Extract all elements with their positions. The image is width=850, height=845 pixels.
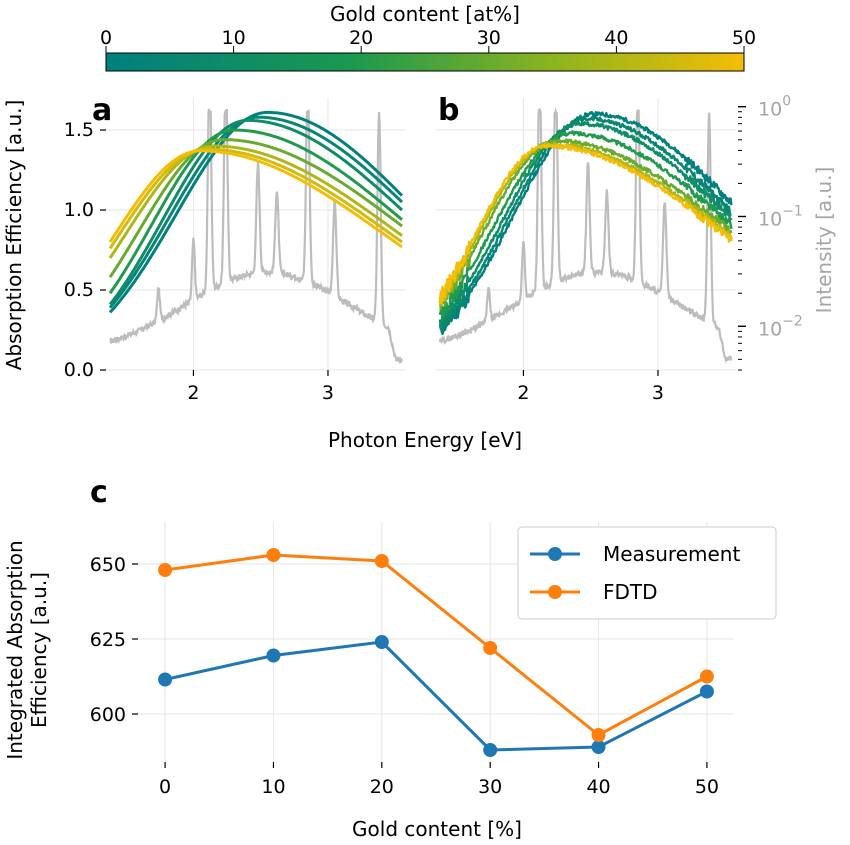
panel-b-right-tick-label: 100 (758, 94, 791, 121)
panel-c-ytick-label: 625 (90, 629, 126, 651)
data-point-measurement (591, 740, 606, 754)
panel-b-curve (438, 111, 733, 336)
panel-a-curves (108, 110, 404, 314)
tick-base: 10 (758, 208, 782, 230)
tick-base: 10 (758, 99, 782, 121)
panel-b-scattering-spectrum (438, 107, 733, 364)
tick-base: 10 (758, 318, 782, 340)
panel-a-curve (108, 115, 404, 309)
panel-a-curve (108, 144, 403, 259)
panel-b-letter: b (438, 93, 459, 128)
panel-a-grid (106, 98, 406, 371)
colorbar-tick-label: 10 (222, 27, 246, 49)
panel-c-series (158, 548, 714, 757)
panel-b-curve (438, 143, 733, 305)
panel-b-grid (436, 98, 736, 371)
panel-a-ytick-label: 1.5 (64, 119, 94, 141)
series-line-measurement (164, 640, 708, 752)
panel-a-curve (108, 147, 403, 250)
colorbar-tick-label: 50 (732, 27, 756, 49)
colorbar-tick-label: 0 (100, 27, 112, 49)
panel-a-curve (108, 149, 403, 249)
colorbar-tick-label: 40 (604, 27, 628, 49)
colorbar-label: Gold content [at%] (330, 2, 520, 26)
panel-b-curves (438, 111, 733, 336)
legend-measurement-marker (548, 547, 562, 561)
panel-c-axes: 0 10 20 30 40 50 600 625 650 (90, 554, 719, 798)
panel-a-xtick-label: 2 (187, 382, 199, 404)
panel-c-ylabel-line1: Integrated Absorption (3, 540, 27, 759)
legend-fdtd-label: FDTD (603, 580, 658, 604)
panel-c-x-axis-label: Gold content [%] (352, 817, 522, 841)
panel-c-xtick-label: 40 (586, 776, 610, 798)
colorbar-tick-label: 30 (477, 27, 501, 49)
colorbar-tick-label: 20 (349, 27, 373, 49)
panel-b-curve (438, 120, 733, 331)
panel-a-curve (108, 138, 403, 279)
panel-c-letter: c (90, 475, 108, 510)
panel-c-xtick-label: 0 (159, 776, 171, 798)
data-point-measurement (483, 743, 498, 757)
right-y-axis-label: Intensity [a.u.] (812, 167, 836, 314)
panel-a-axes: 2 3 0.0 0.5 1.0 1.5 (64, 119, 334, 404)
panel-a-curve (108, 110, 404, 314)
panel-b-curve (438, 130, 733, 318)
data-point-fdtd (374, 554, 389, 568)
panel-c-xtick-label: 30 (478, 776, 502, 798)
panel-a-curve (108, 118, 403, 306)
data-point-fdtd (158, 563, 173, 577)
panel-c-ytick-label: 600 (90, 704, 126, 726)
data-point-fdtd (591, 728, 606, 742)
panel-c: c 0 10 20 30 40 50 600 625 650 Integrated Absorp… (3, 475, 777, 841)
legend: Measurement FDTD (517, 526, 777, 620)
panel-b-curve (438, 138, 733, 311)
data-point-measurement (266, 648, 281, 663)
panel-c-ytick-label: 650 (90, 554, 126, 576)
series-line-fdtd (164, 553, 708, 737)
colorbar-bar (105, 52, 745, 72)
colorbar: Gold content [at%] 0 10 20 30 40 50 (100, 2, 756, 72)
panel-c-xtick-label: 20 (370, 776, 394, 798)
data-point-fdtd (699, 669, 714, 684)
legend-box (517, 526, 777, 620)
tick-exponent: 0 (782, 94, 791, 110)
panel-a-ytick-label: 0.0 (64, 359, 94, 381)
x-axis-label-top: Photon Energy [eV] (328, 428, 522, 452)
tick-exponent: −2 (782, 313, 803, 329)
panel-b-curve (439, 116, 732, 333)
panel-c-ylabel-line2: Efficiency [a.u.] (27, 572, 51, 728)
legend-fdtd-marker (548, 585, 562, 599)
panel-a-letter: a (92, 93, 112, 128)
panel-b-right-tick-label: 10−2 (758, 313, 803, 340)
data-point-fdtd (266, 548, 281, 562)
panel-b-xtick-label: 3 (652, 382, 664, 404)
panel-a-ytick-label: 1.0 (64, 199, 94, 221)
panel-c-xtick-label: 10 (261, 776, 285, 798)
data-point-fdtd (483, 641, 498, 655)
panel-b-xtick-label: 2 (517, 382, 529, 404)
panel-b-right-tick-label: 10−1 (758, 203, 803, 230)
panel-c-xtick-label: 50 (695, 776, 719, 798)
panel-b-curve (438, 141, 733, 307)
panel-a-xtick-label: 3 (322, 382, 334, 404)
panel-a: 2 3 0.0 0.5 1.0 1.5 a (64, 93, 406, 404)
data-point-measurement (374, 635, 389, 649)
panel-a-ytick-label: 0.5 (64, 279, 94, 301)
panel-a-scattering-spectrum (109, 108, 403, 364)
left-y-axis-label: Absorption Efficiency [a.u.] (2, 100, 26, 371)
panel-a-curve (108, 128, 403, 295)
data-point-measurement (158, 672, 173, 687)
tick-exponent: −1 (782, 203, 803, 219)
data-point-measurement (699, 684, 714, 699)
legend-measurement-label: Measurement (603, 542, 740, 566)
colorbar-ticks: 0 10 20 30 40 50 (100, 27, 756, 53)
